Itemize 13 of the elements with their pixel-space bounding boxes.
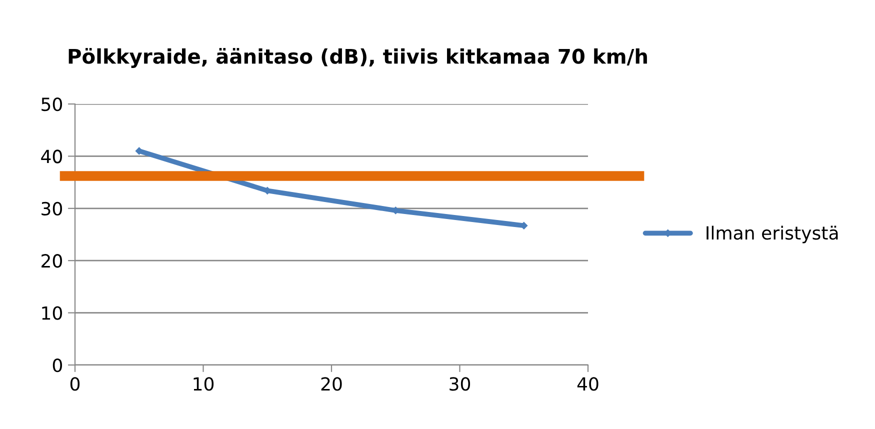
x-tick-label: 40: [577, 377, 598, 391]
x-tick-label: 20: [321, 377, 342, 391]
y-tick-label: 20: [42, 254, 62, 268]
y-tick-label: 10: [42, 306, 62, 320]
x-tick-label: 0: [70, 377, 80, 391]
y-tick-label: 30: [42, 202, 62, 216]
x-tick-label: 30: [450, 377, 470, 391]
legend-label: Ilman eristystä: [706, 226, 838, 244]
chart-title: Pölkkyraide, äänitaso (dB), tiivis kitkamaa 70 km/h: [68, 48, 647, 68]
y-tick-label: 40: [41, 150, 62, 164]
y-tick-label: 50: [42, 97, 62, 112]
y-tick-label: 0: [52, 358, 62, 372]
x-tick-label: 10: [194, 377, 214, 391]
